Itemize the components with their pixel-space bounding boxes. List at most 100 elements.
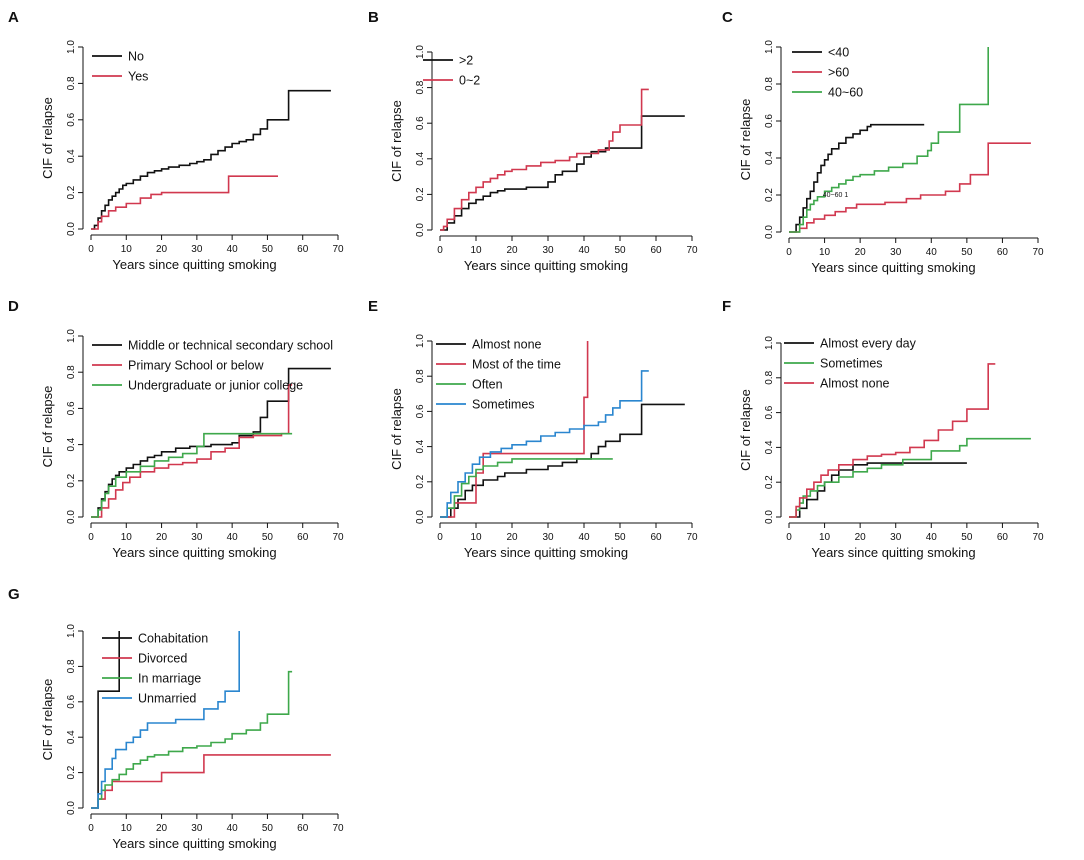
y-tick-label: 1.0 — [415, 45, 426, 59]
legend-label-e-almost-none: Almost none — [472, 338, 542, 352]
x-tick-label: 30 — [890, 532, 902, 543]
panel-label-g: G — [8, 586, 20, 603]
y-tick-label: 0.4 — [66, 149, 77, 163]
x-tick-label: 60 — [297, 244, 309, 255]
series-line-e-almost-none — [440, 403, 685, 518]
series-line-g-unmarried — [91, 631, 240, 809]
x-axis-title-g: Years since quitting smoking — [112, 836, 276, 851]
x-axis-title-d: Years since quitting smoking — [112, 545, 276, 560]
x-tick-label: 50 — [961, 532, 973, 543]
x-tick-label: 20 — [506, 532, 518, 543]
x-tick-label: 60 — [997, 247, 1009, 258]
series-line-f-almost-none — [789, 363, 996, 518]
x-tick-label: 20 — [156, 244, 168, 255]
legend-label-d-undergraduate-or-junior-college: Undergraduate or junior college — [128, 379, 303, 393]
series-line-c-40 — [789, 123, 925, 233]
series-line-g-divorced — [91, 754, 331, 809]
y-axis-title-b: CIF of relapse — [389, 100, 404, 182]
y-tick-label: 0.0 — [764, 225, 775, 239]
x-tick-label: 40 — [926, 532, 938, 543]
y-tick-label: 0.8 — [415, 369, 426, 383]
series-line-g-in-marriage — [91, 670, 293, 809]
legend-label-f-almost-none: Almost none — [820, 377, 890, 391]
series-line-d-primary-school-or-below — [91, 384, 293, 518]
y-axis-title-d: CIF of relapse — [40, 386, 55, 468]
legend-label-c-60: >60 — [828, 66, 849, 80]
panel-d: D 0 10 20 30 40 50 60 70 0.0 0.2 0.4 0.6 0.8 1.0 Years … — [8, 298, 344, 560]
x-tick-label: 10 — [121, 532, 133, 543]
y-tick-label: 1.0 — [66, 624, 77, 638]
panel-label-d: D — [8, 298, 19, 315]
y-tick-label: 1.0 — [764, 40, 775, 54]
x-tick-label: 50 — [262, 244, 274, 255]
x-tick-label: 0 — [437, 245, 443, 256]
legend-label-e-often: Often — [472, 378, 503, 392]
x-tick-label: 60 — [650, 245, 662, 256]
y-tick-label: 0.2 — [415, 474, 426, 488]
legend-label-e-sometimes: Sometimes — [472, 398, 535, 412]
x-axis-title-f: Years since quitting smoking — [811, 545, 975, 560]
y-tick-label: 0.0 — [66, 222, 77, 236]
x-tick-label: 50 — [262, 823, 274, 834]
legend-label-d-primary-school-or-below: Primary School or below — [128, 359, 264, 373]
y-tick-label: 0.6 — [415, 404, 426, 418]
x-tick-label: 60 — [297, 532, 309, 543]
x-tick-label: 30 — [542, 245, 554, 256]
x-tick-label: 70 — [686, 532, 698, 543]
legend-label-f-sometimes: Sometimes — [820, 357, 883, 371]
series-line-d-undergraduate-or-junior-college — [91, 432, 293, 518]
legend-label-e-most-of-the-time: Most of the time — [472, 358, 561, 372]
y-tick-label: 0.0 — [415, 223, 426, 237]
y-tick-label: 0.6 — [66, 694, 77, 708]
x-tick-label: 20 — [506, 245, 518, 256]
panel-b: B 0 10 20 30 40 50 60 70 0.0 0.2 0.4 0.6 0.8 1.0 Years … — [368, 9, 698, 273]
x-tick-label: 10 — [819, 532, 831, 543]
x-tick-label: 0 — [437, 532, 443, 543]
y-tick-label: 0.8 — [66, 365, 77, 379]
legend-label-f-almost-every-day: Almost every day — [820, 337, 917, 351]
x-tick-label: 40 — [578, 245, 590, 256]
legend-label-b-2: >2 — [459, 54, 473, 68]
annotation-c: 40~60 1 — [823, 192, 849, 199]
x-tick-label: 0 — [786, 532, 792, 543]
y-tick-label: 0.6 — [66, 401, 77, 415]
series-line-b-0-2 — [440, 88, 649, 231]
panel-a: A 0 10 20 30 40 50 60 70 0.0 0.2 0.4 0.6 0.8 1.0 Years … — [8, 9, 344, 272]
panel-g: G 0 10 20 30 40 50 60 70 0.0 0.2 0.4 0.6 0.8 1.0 Years … — [8, 586, 344, 851]
y-tick-label: 0.6 — [66, 112, 77, 126]
y-tick-label: 0.6 — [764, 405, 775, 419]
x-tick-label: 20 — [156, 823, 168, 834]
legend-label-d-middle-or-technical-secondary-school: Middle or technical secondary school — [128, 339, 333, 353]
x-tick-label: 40 — [227, 244, 239, 255]
x-tick-label: 0 — [786, 247, 792, 258]
series-line-f-sometimes — [789, 437, 1031, 518]
y-tick-label: 0.8 — [764, 370, 775, 384]
series-line-e-often — [440, 458, 613, 518]
y-tick-label: 0.0 — [66, 510, 77, 524]
x-tick-label: 30 — [542, 532, 554, 543]
x-tick-label: 70 — [686, 245, 698, 256]
series-line-b-2 — [440, 115, 685, 231]
x-tick-label: 0 — [88, 244, 94, 255]
legend-label-g-cohabitation: Cohabitation — [138, 632, 208, 646]
y-axis-title-e: CIF of relapse — [389, 388, 404, 470]
series-line-a-no — [91, 89, 331, 230]
x-tick-label: 50 — [614, 245, 626, 256]
x-tick-label: 70 — [332, 823, 344, 834]
y-tick-label: 0.2 — [764, 475, 775, 489]
y-tick-label: 0.4 — [415, 151, 426, 165]
panel-label-e: E — [368, 298, 378, 315]
x-tick-label: 70 — [332, 244, 344, 255]
y-tick-label: 1.0 — [764, 336, 775, 350]
x-tick-label: 60 — [297, 823, 309, 834]
y-tick-label: 0.4 — [66, 730, 77, 744]
x-tick-label: 30 — [890, 247, 902, 258]
x-tick-label: 70 — [332, 532, 344, 543]
y-axis-title-c: CIF of relapse — [738, 99, 753, 181]
y-tick-label: 0.8 — [764, 77, 775, 91]
panel-label-a: A — [8, 9, 19, 26]
legend-label-a-yes: Yes — [128, 70, 148, 84]
x-tick-label: 40 — [227, 823, 239, 834]
y-tick-label: 0.4 — [415, 439, 426, 453]
